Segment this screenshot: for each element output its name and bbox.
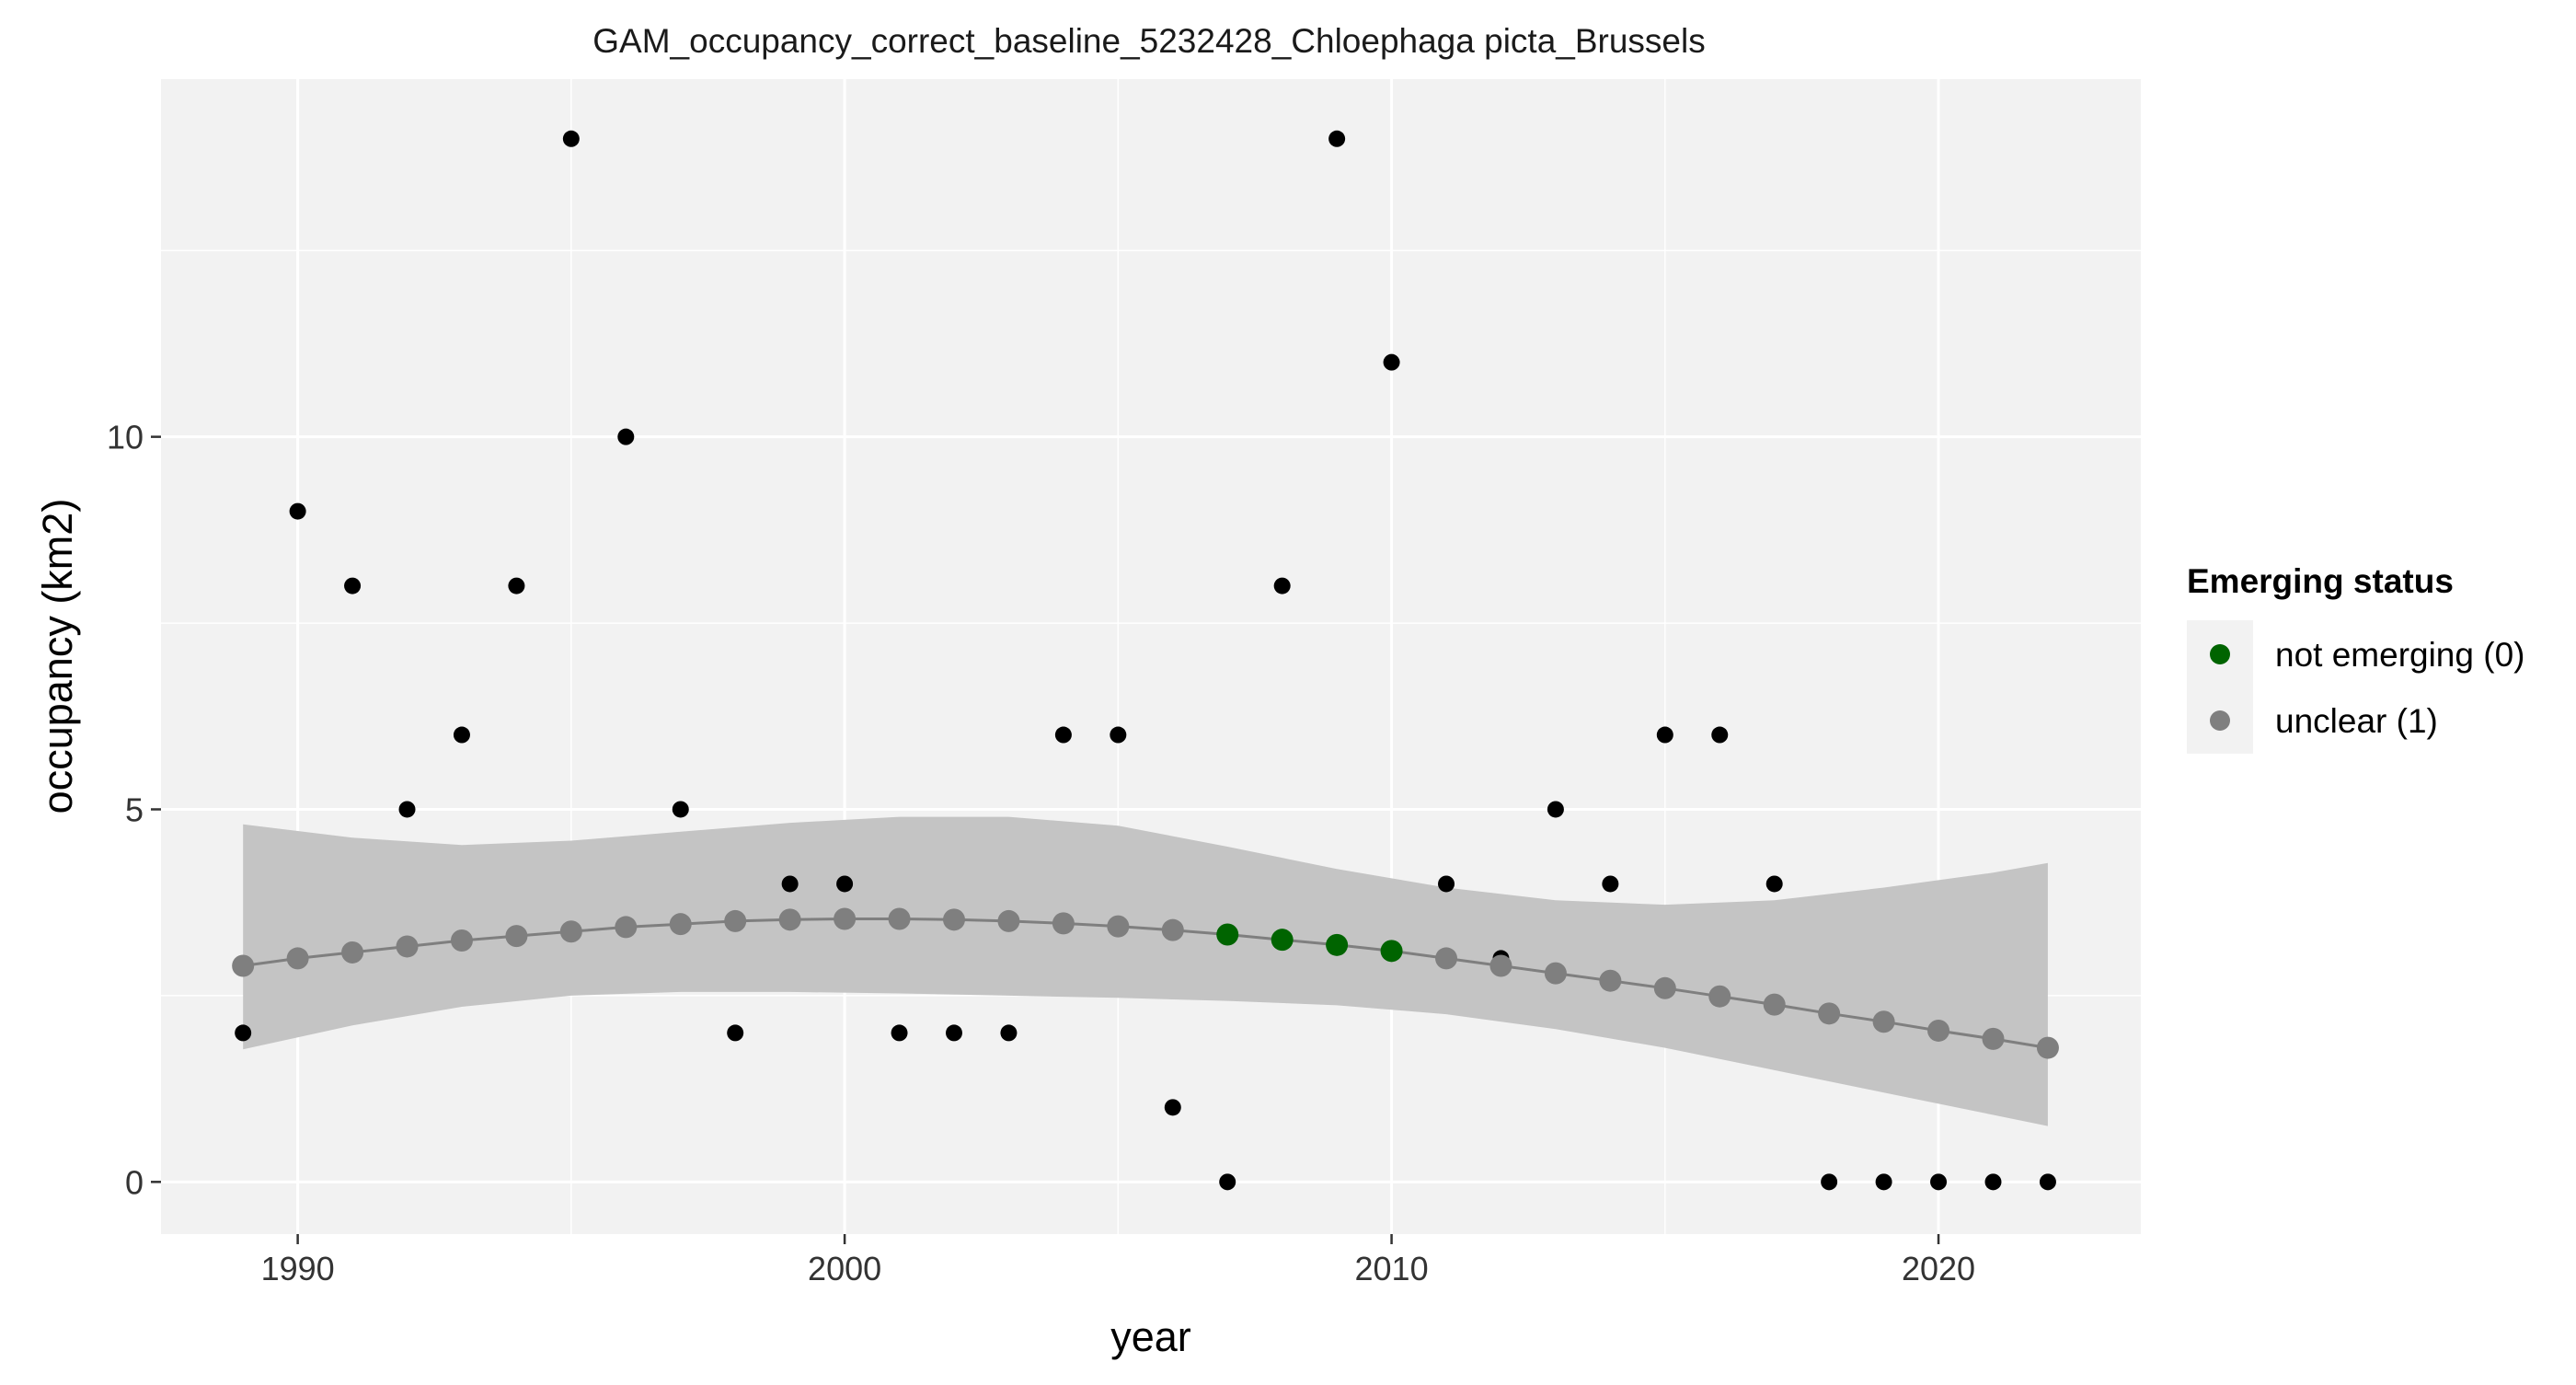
- observed-point-2008: [1273, 577, 1291, 594]
- fit-point-1989-unclear-1: [232, 954, 255, 977]
- observed-point-2015: [1656, 726, 1673, 744]
- fit-point-2007-not-emerging-0: [1216, 923, 1239, 946]
- observed-point-2001: [891, 1024, 908, 1042]
- fit-point-2022-unclear-1: [2036, 1036, 2059, 1059]
- fit-point-2019-unclear-1: [1872, 1010, 1895, 1033]
- legend-key-not-emerging: [2210, 644, 2230, 664]
- legend-key-unclear: [2210, 710, 2230, 731]
- observed-point-1990: [289, 502, 306, 520]
- observed-point-2009: [1328, 130, 1346, 147]
- fit-point-1996-unclear-1: [615, 916, 638, 939]
- observed-point-1991: [344, 577, 362, 594]
- fit-point-2013-unclear-1: [1544, 962, 1567, 985]
- fit-point-2008-not-emerging-0: [1271, 929, 1294, 952]
- fit-point-2016-unclear-1: [1708, 985, 1731, 1008]
- fit-point-2003-unclear-1: [997, 909, 1020, 932]
- fit-point-1994-unclear-1: [505, 925, 528, 948]
- observed-point-2019: [1875, 1173, 1892, 1191]
- fit-line: [242, 918, 2049, 1050]
- observed-point-2004: [1054, 726, 1072, 744]
- observed-point-1989: [235, 1024, 252, 1042]
- y-tick-label-5: 5: [125, 791, 144, 828]
- observed-points-layer: [235, 130, 2056, 1191]
- observed-point-1998: [727, 1024, 744, 1042]
- legend-label-not-emerging: not emerging (0): [2275, 636, 2524, 674]
- fit-point-2017-unclear-1: [1763, 993, 1786, 1016]
- observed-point-2002: [945, 1024, 962, 1042]
- observed-point-2017: [1765, 875, 1783, 893]
- observed-point-2022: [2039, 1173, 2056, 1191]
- fit-point-1999-unclear-1: [778, 908, 801, 931]
- observed-point-2010: [1383, 353, 1400, 371]
- y-axis: 0 5 10: [107, 419, 161, 1201]
- x-tick-label-1990: 1990: [261, 1250, 335, 1287]
- observed-point-1995: [562, 130, 580, 147]
- fit-point-2012-unclear-1: [1489, 954, 1512, 977]
- x-tick-label-2000: 2000: [808, 1250, 881, 1287]
- observed-point-2013: [1547, 801, 1564, 818]
- fit-line-layer: [242, 918, 2049, 1050]
- legend-key-background: [2187, 620, 2253, 754]
- observed-point-2003: [1000, 1024, 1018, 1042]
- fit-points-layer: [232, 907, 2059, 1059]
- fit-point-2002-unclear-1: [942, 908, 965, 931]
- fit-point-2015-unclear-1: [1653, 976, 1676, 999]
- fit-point-2011-unclear-1: [1435, 947, 1458, 970]
- observed-point-2006: [1164, 1099, 1181, 1116]
- confidence-band-layer: [243, 816, 2048, 1126]
- legend: Emerging status not emerging (0) unclear…: [2187, 562, 2524, 754]
- observed-point-2021: [1984, 1173, 2002, 1191]
- fit-point-1997-unclear-1: [669, 913, 692, 936]
- fit-point-2018-unclear-1: [1818, 1002, 1841, 1025]
- x-axis-title: year: [1110, 1313, 1191, 1360]
- observed-point-2005: [1110, 726, 1127, 744]
- observed-point-1993: [453, 726, 470, 744]
- fit-point-2005-unclear-1: [1107, 915, 1130, 938]
- fit-point-1992-unclear-1: [396, 935, 419, 958]
- observed-point-2011: [1438, 875, 1455, 893]
- x-tick-label-2010: 2010: [1355, 1250, 1429, 1287]
- fit-point-2004-unclear-1: [1052, 912, 1075, 935]
- fit-point-1993-unclear-1: [450, 929, 473, 952]
- observed-point-1997: [672, 801, 689, 818]
- fit-point-2014-unclear-1: [1599, 969, 1622, 992]
- observed-point-2000: [836, 875, 854, 893]
- fit-point-2010-not-emerging-0: [1380, 940, 1403, 963]
- legend-label-unclear: unclear (1): [2275, 702, 2438, 740]
- fit-point-2006-unclear-1: [1161, 918, 1184, 941]
- observed-point-1994: [508, 577, 525, 594]
- fit-point-2020-unclear-1: [1927, 1019, 1950, 1042]
- observed-point-2018: [1821, 1173, 1838, 1191]
- y-tick-label-10: 10: [107, 419, 144, 456]
- legend-title: Emerging status: [2187, 562, 2454, 600]
- fit-point-1991-unclear-1: [341, 941, 364, 964]
- fit-point-1990-unclear-1: [286, 947, 309, 970]
- observed-point-2016: [1711, 726, 1729, 744]
- fit-point-2000-unclear-1: [834, 907, 857, 930]
- x-tick-label-2020: 2020: [1902, 1250, 1975, 1287]
- observed-point-2014: [1602, 875, 1619, 893]
- fit-point-2001-unclear-1: [888, 907, 911, 930]
- y-axis-title: occupancy (km2): [34, 499, 81, 814]
- observed-point-1992: [398, 801, 416, 818]
- y-tick-label-0: 0: [125, 1163, 144, 1201]
- x-axis: 1990 2000 2010 2020: [261, 1234, 1975, 1287]
- fit-point-2021-unclear-1: [1982, 1027, 2005, 1050]
- observed-point-2020: [1930, 1173, 1948, 1191]
- chart-title: GAM_occupancy_correct_baseline_5232428_C…: [592, 22, 1705, 60]
- fit-point-1995-unclear-1: [559, 920, 582, 943]
- fit-point-1998-unclear-1: [724, 909, 747, 932]
- observed-point-1996: [617, 428, 635, 445]
- fit-point-2009-not-emerging-0: [1326, 933, 1349, 956]
- confidence-band: [243, 816, 2048, 1126]
- observed-point-2007: [1219, 1173, 1236, 1191]
- observed-point-1999: [781, 875, 799, 893]
